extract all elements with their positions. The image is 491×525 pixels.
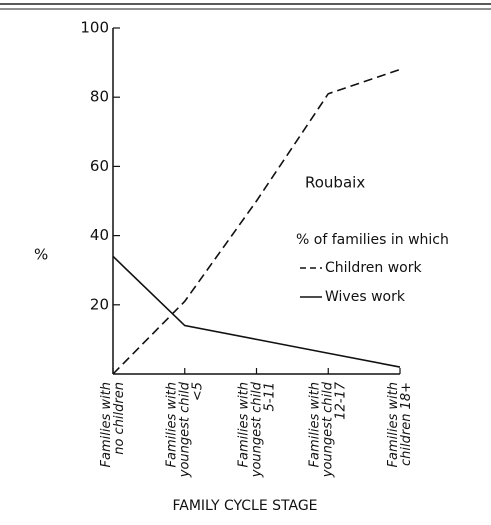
chart-title: Roubaix [305,174,365,192]
y-tick-label: 40 [90,226,109,244]
legend-title: % of families in which [296,232,449,248]
x-tick-label: Families with children 18+ [386,382,414,468]
y-tick-label: 80 [90,88,109,106]
y-tick-label: 60 [90,157,109,175]
x-tick-label: Families with no children [99,382,127,468]
y-tick-label: 100 [80,19,109,37]
legend-label: Children work [325,260,422,276]
data-line [112,255,401,368]
x-axis-label: FAMILY CYCLE STAGE [172,498,317,514]
data-line [112,68,401,375]
x-tick-label: Families with youngest child <5 [164,382,206,478]
y-tick-label: 20 [90,295,109,313]
x-tick-label: Families with youngest child 12-17 [307,382,349,478]
legend-label: Wives work [325,289,406,305]
x-tick-label: Families with youngest child 5-11 [236,382,277,478]
y-axis-label: % [34,246,48,264]
